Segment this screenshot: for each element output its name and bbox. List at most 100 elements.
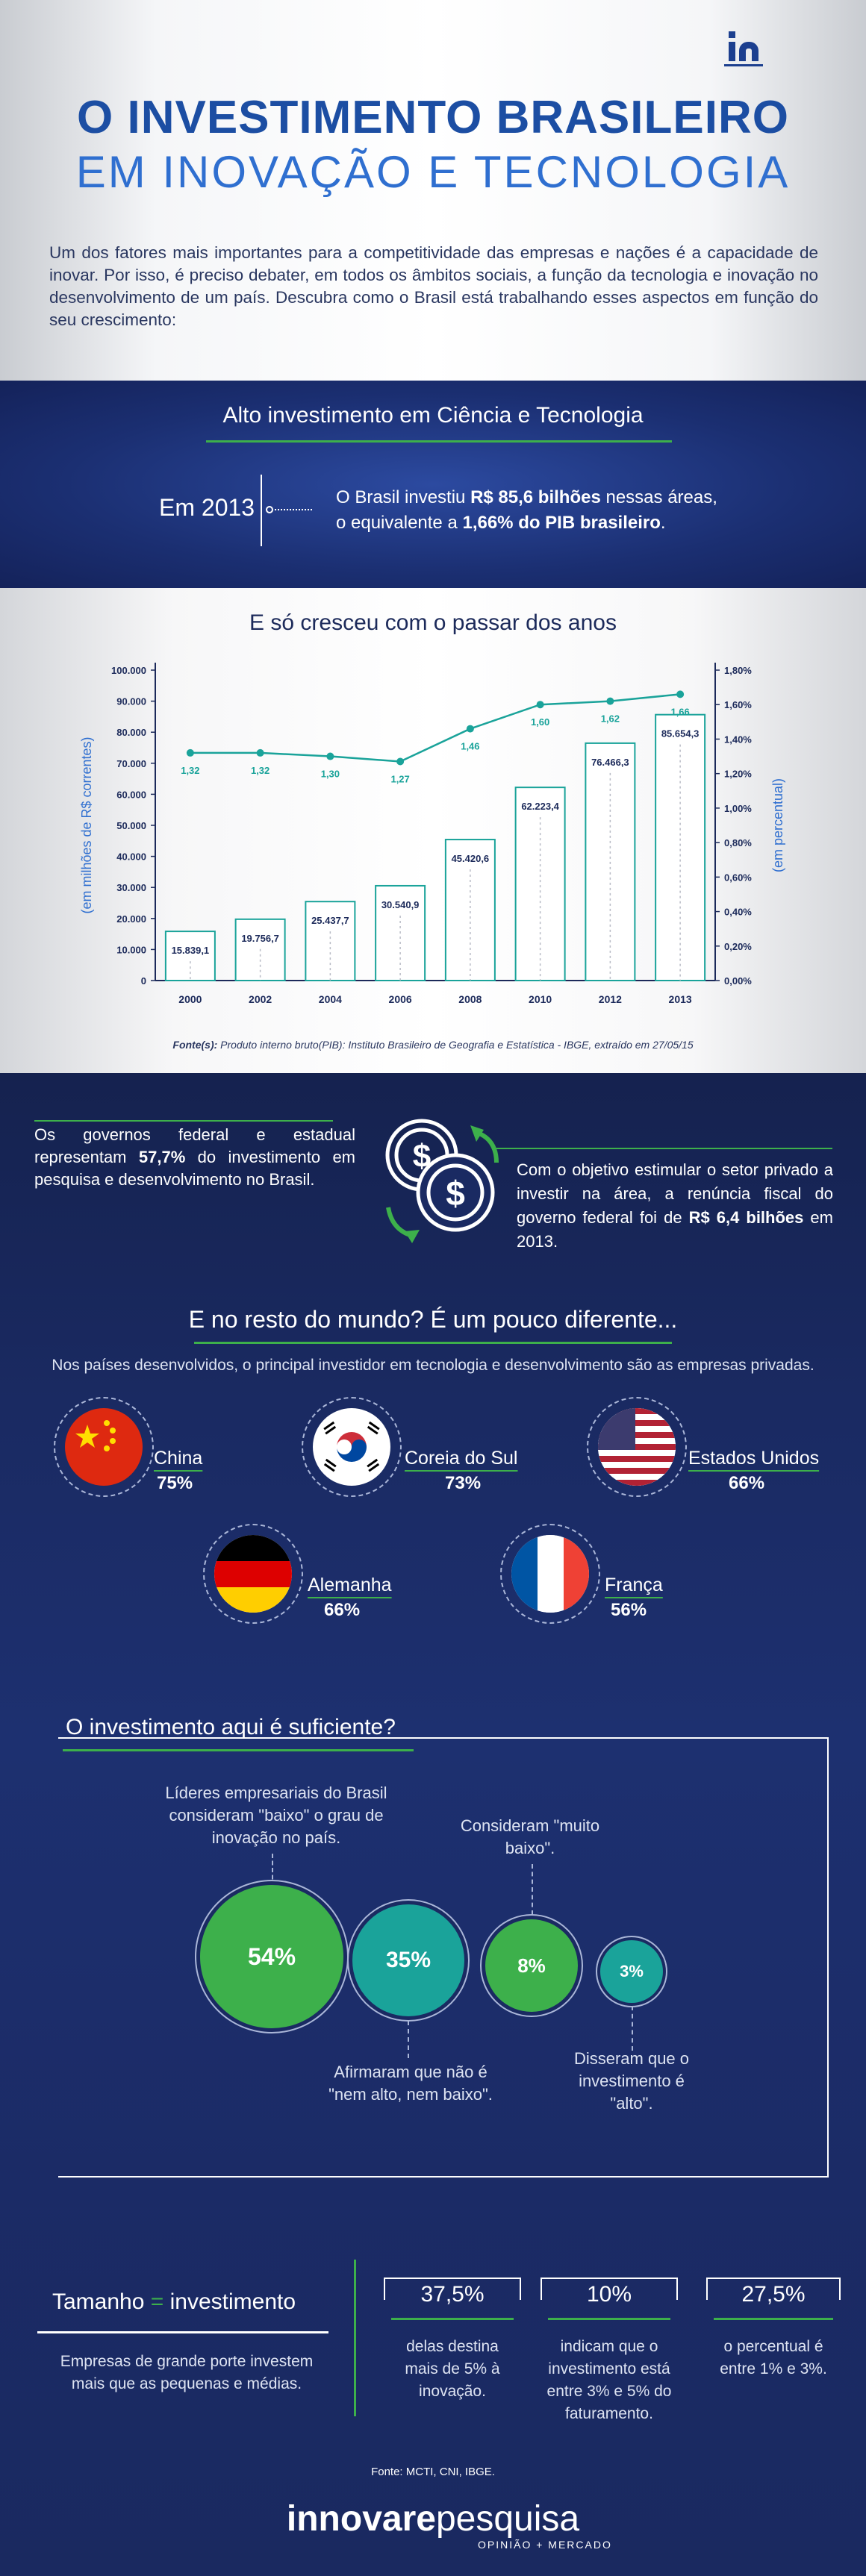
bar-data-label: 85.654,3 [661,728,700,740]
alto-investimento-section: Alto investimento em Ciência e Tecnologi… [0,381,866,588]
bubble-54: 54% [200,1885,343,2028]
tamanho-section: Tamanho = investimento Empresas de grand… [0,2178,866,2576]
line-data-label: 1,32 [251,765,270,776]
linkedin-logo-icon[interactable] [724,21,769,66]
y-tick-label-right: 1,60% [724,699,752,710]
alto-title: Alto investimento em Ciência e Tecnologi… [222,403,644,428]
tamanho-title-eq: = [150,2289,164,2314]
line-point [466,725,474,733]
gov-left-line [34,1120,333,1122]
line-data-label: 1,27 [390,773,409,784]
line-point [536,701,544,709]
x-tick-label: 2000 [178,993,202,1005]
gov-right-a: Com o objetivo estimular o setor privado… [517,1160,833,1227]
y-tick-label-right: 0,60% [724,872,752,883]
page-title: O INVESTIMENTO BRASILEIRO [77,92,789,143]
gov-right-text: Com o objetivo estimular o setor privado… [517,1158,833,1254]
stat-line [391,2318,514,2320]
header-section: O INVESTIMENTO BRASILEIRO EM INOVAÇÃO E … [0,0,866,381]
divider [354,2260,356,2416]
y-tick-label-left: 100.000 [111,665,146,676]
bar-data-label: 25.437,7 [311,915,349,926]
y-tick-label-left: 30.000 [116,882,146,893]
country-name: Estados Unidos [688,1448,820,1469]
y-tick-label-left: 70.000 [116,758,146,769]
chart-source: Fonte(s): Produto interno bruto(PIB): In… [0,1039,866,1051]
gov-left-a: Os governos federal e estadual represent… [34,1125,355,1166]
alto-text-f: . [660,513,666,533]
x-tick-label: 2008 [458,993,482,1005]
svg-text:$: $ [446,1174,465,1213]
intro-text: Um dos fatores mais importantes para a c… [49,243,818,329]
bubble-text: Disseram que o investimento é "alto". [573,2049,690,2113]
year-label: Em 2013 [159,494,255,521]
bubble-connector [632,2006,633,2051]
bubble-text: Afirmaram que não é "nem alto, nem baixo… [328,2063,493,2104]
stat-frame [384,2278,521,2300]
south-korea-flag-icon [302,1397,402,1497]
stat-line [548,2318,670,2320]
stat-line [714,2318,833,2320]
line-point [256,748,264,757]
y-tick-label-right: 1,20% [724,769,752,780]
y-tick-label-left: 10.000 [116,944,146,955]
country-value: 66% [324,1600,361,1620]
stat-frame [706,2278,841,2300]
country-value: 75% [157,1473,193,1493]
bar-data-label: 76.466,3 [591,757,629,768]
gov-left-text: Os governos federal e estadual represent… [34,1124,355,1191]
bubble-text: Consideram "muito baixo". [460,1816,600,1857]
question-underline [63,1749,414,1751]
chart-section: E só cresceu com o passar dos anos 0 10.0… [0,588,866,1073]
gov-left-b: 57,7% [138,1148,186,1166]
line-data-label: 1,46 [461,741,479,752]
gov-right-line [496,1148,832,1149]
bubble-3: 3% [600,1940,663,2003]
line-data-label: 1,66 [670,706,689,717]
y-tick-label-left: 60.000 [116,789,146,800]
stat-text: delas destina mais de 5% à inovação. [405,2338,500,2400]
brand-tagline: OPINIÃO + MERCADO [478,2539,612,2551]
country-name: França [605,1575,663,1595]
bubble-connector [408,2021,409,2058]
tamanho-underline [37,2331,328,2333]
x-tick-label: 2013 [669,993,692,1005]
question-title: O investimento aqui é suficiente? [66,1715,396,1739]
world-subtitle: Nos países desenvolvidos, o principal in… [52,1357,814,1374]
governo-section: Os governos federal e estadual represent… [0,1073,866,2178]
germany-flag-icon [203,1524,303,1624]
bar [655,713,706,982]
y-axis-label-left: (em milhões de R$ correntes) [79,737,94,913]
stat-value: 10% [586,2282,632,2307]
alto-text-a: O Brasil investiu [336,487,471,507]
stat-text: indicam que o investimento está entre 3%… [546,2338,672,2422]
gov-left-c: do investimento em pesquisa e desenvolvi… [34,1148,356,1189]
y-tick-label-left: 40.000 [116,851,146,863]
y-tick-label-left: 0 [141,975,146,987]
alto-text-b: R$ 85,6 bilhões [470,487,601,507]
alto-underline [206,440,672,443]
country-name: Coreia do Sul [405,1448,518,1469]
y-tick-label-right: 0,40% [724,907,752,918]
line-data-label: 1,30 [321,769,340,780]
line-point [396,757,405,766]
alto-text-e: 1,66% do PIB brasileiro [462,513,661,533]
investment-chart: 0 10.000 20.000 30.000 40.000 50.000 60.000 70.… [79,663,785,1005]
y-tick-label-left: 50.000 [116,820,146,831]
alto-text-d: o equivalente a [336,513,463,533]
page-subtitle: EM INOVAÇÃO E TECNOLOGIA [75,147,791,197]
country-name: Alemanha [308,1575,392,1595]
tamanho-title: Tamanho = investimento [52,2289,296,2315]
france-flag-icon [500,1524,600,1624]
x-tick-label: 2010 [529,993,552,1005]
tamanho-title-b: investimento [163,2289,296,2314]
y-tick-label-right: 0,20% [724,941,752,952]
stat-value: 37,5% [420,2282,485,2307]
y-tick-label-left: 90.000 [116,696,146,707]
stat-value: 27,5% [741,2282,806,2307]
bar-data-label: 62.223,4 [521,801,559,812]
alto-text-c: nessas áreas, [600,487,717,507]
country-value: 66% [729,1473,765,1493]
tamanho-title-a: Tamanho [52,2289,151,2314]
bubble-connector [272,1854,273,1886]
